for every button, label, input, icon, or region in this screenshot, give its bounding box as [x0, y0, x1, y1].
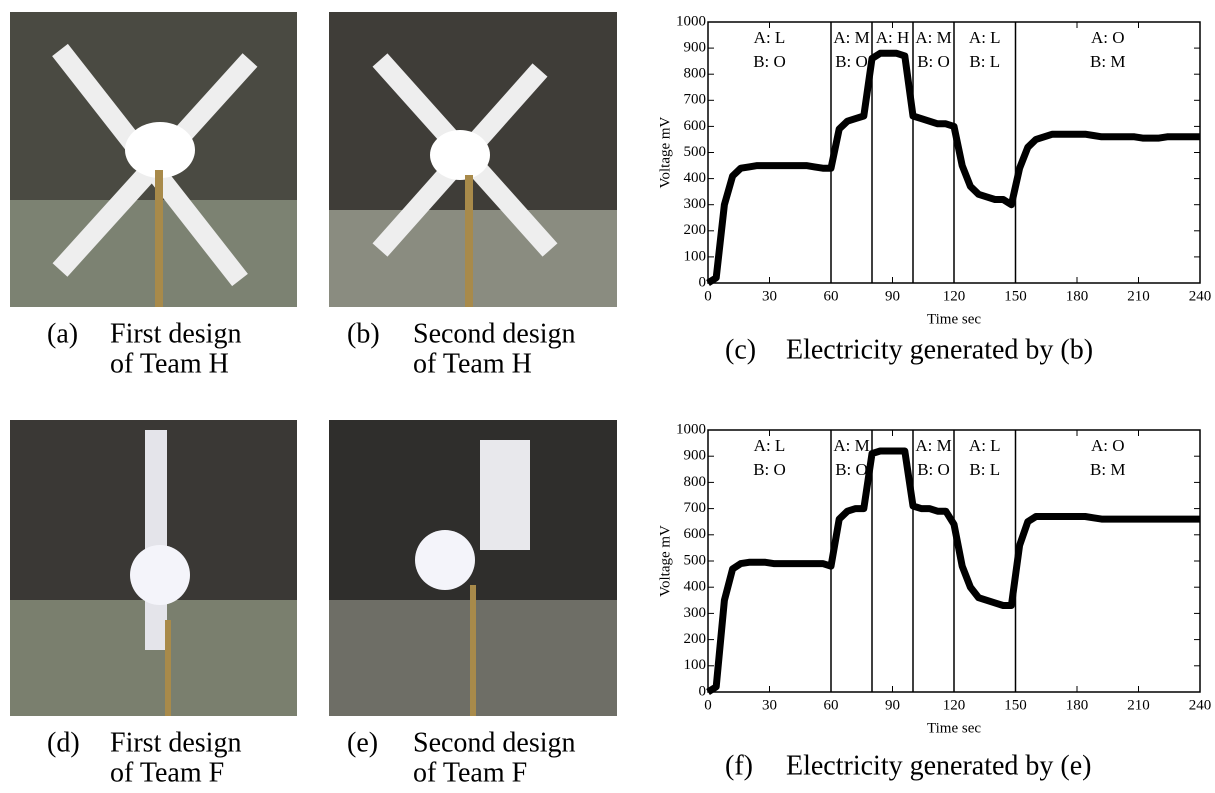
y-tick-label: 500: [684, 144, 707, 160]
x-tick-label: 30: [762, 288, 777, 304]
chart-label: (c): [725, 334, 756, 365]
region-label: B: O: [753, 460, 786, 479]
x-tick-label: 180: [1066, 288, 1089, 304]
x-axis-label: Time sec: [927, 311, 981, 327]
x-tick-label: 120: [943, 288, 966, 304]
y-tick-label: 600: [684, 118, 707, 134]
region-label: B: M: [1090, 52, 1125, 71]
photo-label: (d): [47, 727, 80, 758]
photo-caption: First design: [110, 318, 241, 349]
y-tick-label: 900: [684, 40, 707, 56]
x-tick-label: 120: [943, 697, 966, 713]
region-label: A: O: [1091, 436, 1125, 455]
chart-caption: Electricity generated by (b): [786, 334, 1093, 365]
photo-b: [329, 12, 617, 307]
x-tick-label: 30: [762, 697, 777, 713]
x-tick-label: 150: [1004, 288, 1027, 304]
x-tick-label: 60: [824, 288, 839, 304]
x-tick-label: 240: [1189, 288, 1212, 304]
y-tick-label: 200: [684, 222, 707, 238]
y-axis-label: Voltage mV: [657, 525, 673, 597]
photo-caption: of Team H: [110, 348, 229, 379]
photo-caption: of Team F: [110, 757, 224, 788]
voltage-line: [706, 49, 1200, 286]
x-tick-label: 240: [1189, 697, 1212, 713]
x-tick-label: 0: [704, 697, 712, 713]
region-label: B: L: [969, 52, 1000, 71]
region-label: B: O: [753, 52, 786, 71]
y-tick-label: 400: [684, 170, 707, 186]
y-tick-label: 100: [684, 248, 707, 264]
y-tick-label: 900: [684, 448, 707, 464]
photo-caption: of Team H: [413, 348, 532, 379]
photo-label: (e): [347, 727, 378, 758]
y-tick-label: 300: [684, 196, 707, 212]
y-tick-label: 700: [684, 92, 707, 108]
x-tick-label: 150: [1004, 697, 1027, 713]
y-tick-label: 400: [684, 579, 707, 595]
region-label: B: M: [1090, 460, 1125, 479]
y-tick-label: 1000: [676, 13, 706, 29]
y-tick-label: 700: [684, 500, 707, 516]
region-label: A: M: [833, 436, 869, 455]
region-label: A: H: [876, 28, 910, 47]
region-label: A: M: [915, 436, 951, 455]
region-label: A: M: [915, 28, 951, 47]
region-label: A: O: [1091, 28, 1125, 47]
x-tick-label: 210: [1127, 288, 1150, 304]
photo-label: (a): [47, 318, 78, 349]
y-tick-label: 0: [699, 683, 707, 699]
x-tick-label: 60: [824, 697, 839, 713]
y-tick-label: 1000: [676, 421, 706, 437]
y-tick-label: 500: [684, 552, 707, 568]
photo-e: [329, 420, 617, 716]
photo-caption: Second design: [413, 318, 576, 349]
photo-a: [10, 12, 297, 307]
region-label: A: L: [969, 436, 1001, 455]
region-label: A: L: [969, 28, 1001, 47]
photo-label: (b): [347, 318, 380, 349]
region-label: B: L: [969, 460, 1000, 479]
y-tick-label: 100: [684, 657, 707, 673]
region-label: A: L: [754, 28, 786, 47]
region-label: B: O: [917, 460, 950, 479]
chart-caption: Electricity generated by (e): [786, 750, 1092, 781]
photo-caption: First design: [110, 727, 241, 758]
photo-caption: Second design: [413, 727, 576, 758]
x-tick-label: 90: [885, 697, 900, 713]
y-axis-label: Voltage mV: [657, 116, 673, 188]
y-tick-label: 0: [699, 274, 707, 290]
y-tick-label: 800: [684, 474, 707, 490]
region-label: A: L: [754, 436, 786, 455]
region-label: B: O: [835, 460, 868, 479]
photo-d: [10, 420, 297, 716]
photo-caption: of Team F: [413, 757, 527, 788]
x-tick-label: 0: [704, 288, 712, 304]
x-tick-label: 90: [885, 288, 900, 304]
chart-label: (f): [725, 750, 753, 781]
x-axis-label: Time sec: [927, 720, 981, 736]
y-tick-label: 600: [684, 526, 707, 542]
x-tick-label: 210: [1127, 697, 1150, 713]
region-label: A: M: [833, 28, 869, 47]
y-tick-label: 300: [684, 605, 707, 621]
region-label: B: O: [835, 52, 868, 71]
y-tick-label: 800: [684, 66, 707, 82]
region-label: B: O: [917, 52, 950, 71]
voltage-line: [706, 447, 1200, 695]
x-tick-label: 180: [1066, 697, 1089, 713]
y-tick-label: 200: [684, 631, 707, 647]
